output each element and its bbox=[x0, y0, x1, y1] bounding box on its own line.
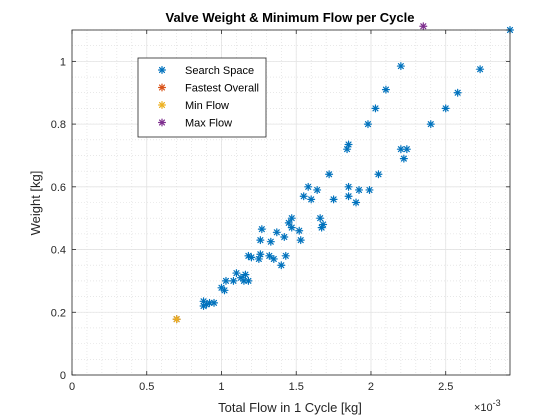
y-tick-label: 0.8 bbox=[51, 119, 66, 131]
search-space-point bbox=[319, 220, 328, 229]
search-space-point bbox=[355, 185, 364, 194]
max-flow-point bbox=[419, 22, 428, 31]
search-space-point bbox=[374, 170, 383, 179]
search-space-point bbox=[205, 298, 214, 307]
legend-marker-fastest-overall bbox=[158, 83, 166, 92]
search-space-point bbox=[295, 226, 304, 235]
legend-marker-search-space bbox=[158, 65, 166, 75]
x-axis-label: Total Flow in 1 Cycle [kg] bbox=[218, 400, 362, 415]
search-space-point bbox=[256, 236, 265, 245]
search-space-point bbox=[399, 154, 408, 163]
search-space-point bbox=[287, 214, 296, 223]
search-space-point bbox=[220, 286, 229, 295]
search-space-point bbox=[247, 253, 256, 262]
legend-label-max-flow: Max Flow bbox=[185, 118, 232, 130]
search-space-point bbox=[476, 65, 485, 74]
search-space-point bbox=[265, 251, 274, 260]
x-tick-label: 0.5 bbox=[139, 381, 154, 393]
axis-ticks: 0 0.5 1 1.5 2 2.5 0 0.2 0.4 0.6 0.8 1 bbox=[51, 30, 510, 393]
search-space-point bbox=[396, 62, 405, 71]
search-space-point bbox=[316, 214, 325, 223]
search-space-point bbox=[256, 250, 265, 259]
search-space-point bbox=[266, 237, 275, 246]
search-space-point bbox=[299, 192, 308, 201]
search-space-point bbox=[365, 185, 374, 194]
legend-label-search-space: Search Space bbox=[185, 65, 254, 77]
legend-box bbox=[137, 57, 267, 138]
search-space-point bbox=[221, 276, 230, 285]
search-space-point bbox=[229, 276, 238, 285]
search-space-point bbox=[441, 104, 450, 113]
search-space-point bbox=[344, 192, 353, 201]
legend: Search Space Fastest Overall Min Flow Max F… bbox=[137, 57, 267, 138]
search-space-point bbox=[329, 195, 338, 204]
search-space-point bbox=[272, 228, 281, 237]
search-space-point bbox=[241, 270, 250, 279]
min-flow-point bbox=[172, 315, 181, 324]
search-space-point bbox=[344, 140, 353, 149]
search-space-point bbox=[381, 85, 390, 94]
search-space-point bbox=[344, 182, 353, 191]
search-space-point bbox=[325, 170, 334, 179]
x-exponent-base: ×10 bbox=[474, 402, 493, 414]
y-axis-label: Weight [kg] bbox=[28, 171, 43, 236]
x-axis-exponent: ×10-3 bbox=[474, 398, 501, 414]
search-space-point bbox=[232, 269, 241, 278]
search-space-point bbox=[371, 104, 380, 113]
y-tick-label: 1 bbox=[60, 56, 66, 68]
x-exponent-power: -3 bbox=[493, 398, 501, 408]
y-tick-label: 0.4 bbox=[51, 245, 66, 257]
search-space-point bbox=[426, 120, 435, 129]
search-space-point bbox=[352, 198, 361, 207]
search-space-point bbox=[277, 261, 286, 270]
x-tick-label: 1.5 bbox=[289, 381, 304, 393]
search-space-point bbox=[402, 145, 411, 154]
y-tick-label: 0.6 bbox=[51, 182, 66, 194]
search-space-point bbox=[304, 182, 313, 191]
legend-label-fastest-overall: Fastest Overall bbox=[185, 83, 259, 95]
search-space-point bbox=[363, 120, 372, 129]
x-tick-label: 2.5 bbox=[438, 381, 453, 393]
search-space-point bbox=[280, 233, 289, 241]
search-space-point bbox=[313, 185, 322, 194]
search-space-point bbox=[257, 225, 266, 234]
plot-box bbox=[71, 29, 511, 376]
legend-marker-max-flow bbox=[158, 118, 166, 127]
legend-label-min-flow: Min Flow bbox=[185, 100, 229, 112]
search-space-point bbox=[296, 236, 305, 245]
search-space-point bbox=[269, 254, 278, 263]
search-space-point bbox=[453, 88, 462, 97]
search-space-point bbox=[287, 223, 296, 232]
search-space-point bbox=[281, 251, 290, 260]
legend-marker-min-flow bbox=[158, 100, 166, 110]
x-tick-label: 1 bbox=[218, 381, 224, 393]
data-points bbox=[172, 22, 515, 324]
search-space-point bbox=[244, 276, 253, 285]
search-space-point bbox=[307, 195, 316, 204]
chart-title: Valve Weight & Minimum Flow per Cycle bbox=[166, 10, 415, 25]
x-tick-label: 0 bbox=[69, 381, 75, 393]
y-tick-label: 0 bbox=[60, 370, 66, 382]
x-tick-label: 2 bbox=[368, 381, 374, 393]
search-space-point bbox=[210, 298, 219, 307]
y-tick-label: 0.2 bbox=[51, 307, 66, 319]
